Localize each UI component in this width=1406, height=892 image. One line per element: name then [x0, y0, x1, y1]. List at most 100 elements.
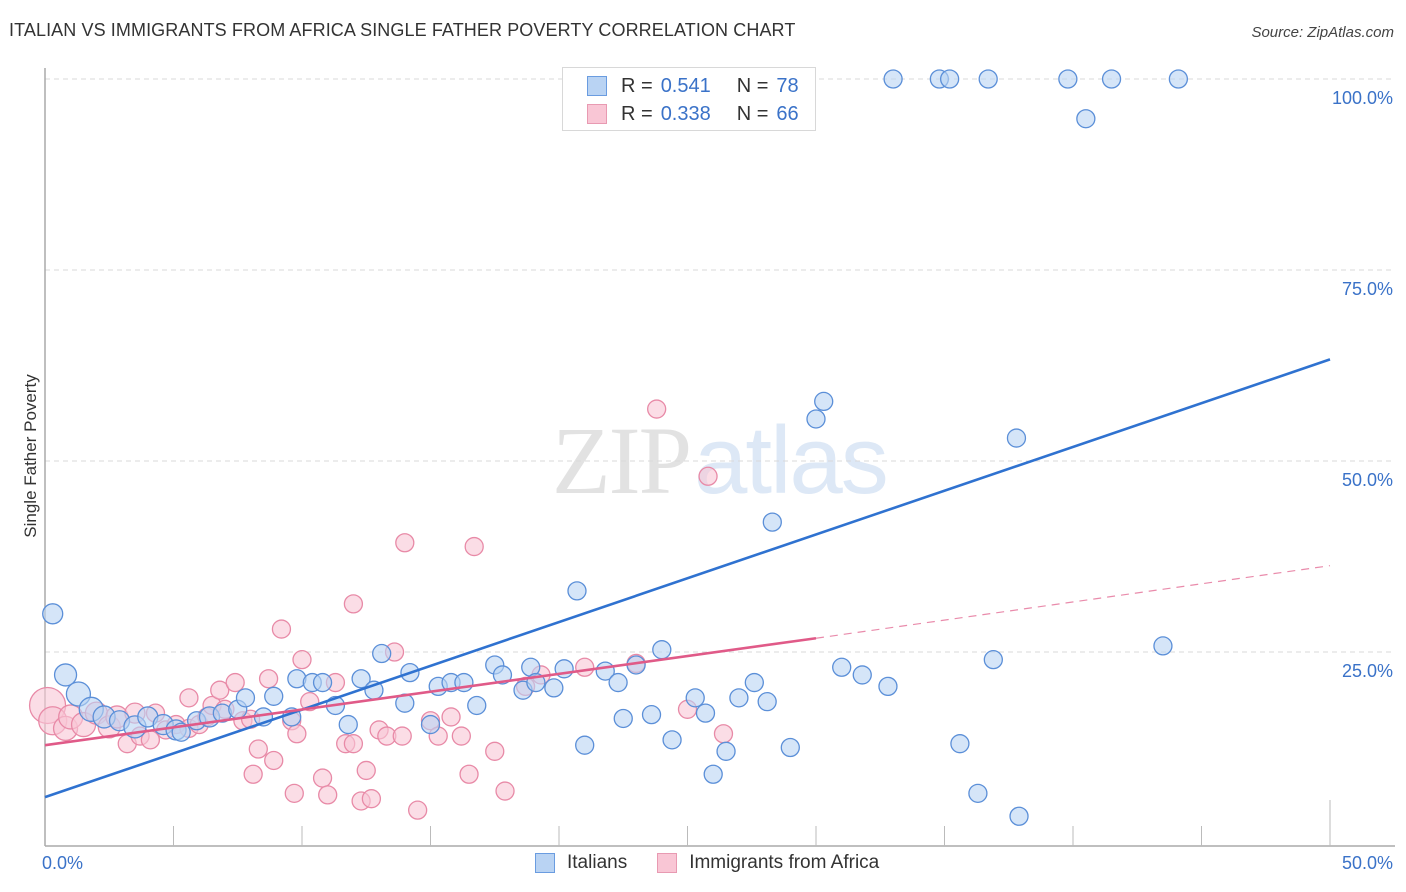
italians-point	[53, 663, 78, 687]
italians-point	[939, 69, 960, 89]
italians-point	[978, 69, 998, 89]
r-value: 0.338	[660, 102, 711, 125]
africa-point	[343, 734, 364, 754]
italians-point	[832, 657, 852, 677]
italians-swatch	[587, 76, 607, 96]
africa-point	[264, 750, 284, 771]
italians-point	[762, 512, 782, 532]
italians-point	[575, 735, 595, 755]
africa-point	[284, 783, 304, 803]
africa-point	[318, 785, 338, 805]
italians-point	[729, 688, 749, 708]
trend-line-africa	[44, 636, 817, 747]
italians-point	[613, 708, 633, 729]
africa-point	[292, 649, 312, 670]
legend-label-africa: Immigrants from Africa	[689, 852, 880, 873]
italians-point	[703, 764, 723, 784]
italians-point	[1006, 428, 1027, 448]
italians-point	[544, 678, 564, 698]
africa-point	[485, 741, 505, 761]
trend-line-italians	[44, 358, 1331, 799]
y-tick-label: 50.0%	[1342, 470, 1393, 490]
italians-point	[662, 730, 682, 750]
italians-point	[492, 665, 513, 685]
series-italians	[42, 69, 1189, 826]
italians-point	[716, 741, 736, 761]
africa-point	[225, 672, 245, 693]
italians-point	[235, 688, 256, 708]
legend-item-italians[interactable]: Italians	[535, 852, 627, 874]
italians-point	[878, 676, 898, 697]
africa-point	[698, 466, 718, 486]
legend-row-italians: R = 0.541 N = 78	[587, 74, 799, 98]
series-immigrants-from-africa	[28, 399, 734, 820]
correlation-legend: R = 0.541 N = 78 R = 0.338 N = 66	[562, 67, 816, 131]
africa-point	[647, 399, 667, 419]
italians-point	[652, 640, 672, 660]
italians-point	[338, 714, 358, 735]
africa-point	[179, 688, 199, 708]
italians-point	[264, 686, 284, 706]
n-value: 78	[776, 74, 799, 97]
italians-point	[567, 581, 587, 601]
italians-point	[1058, 69, 1078, 89]
africa-swatch	[587, 104, 607, 124]
x-tick-label: 0.0%	[42, 853, 83, 873]
tick-labels: 25.0% 50.0% 75.0% 100.0% 0.0% 50.0%	[42, 88, 1393, 873]
italians-point	[883, 69, 903, 89]
africa-point	[248, 739, 268, 759]
africa-swatch	[657, 853, 678, 873]
africa-point	[356, 760, 376, 781]
italians-point	[641, 704, 662, 725]
trend-lines	[44, 358, 1331, 799]
africa-point	[258, 669, 279, 689]
r-label: R =	[621, 102, 653, 125]
africa-point	[243, 764, 263, 784]
n-value: 66	[776, 102, 799, 125]
africa-point	[361, 789, 382, 809]
italians-point	[806, 409, 826, 429]
y-tick-label: 100.0%	[1332, 88, 1393, 108]
africa-point	[441, 707, 461, 727]
italians-point	[968, 783, 988, 803]
italians-point	[744, 672, 764, 693]
n-label: N =	[736, 74, 769, 97]
italians-point	[467, 695, 487, 716]
italians-point	[420, 714, 441, 735]
italians-swatch	[535, 853, 555, 873]
italians-point	[372, 643, 392, 664]
legend-row-africa: R = 0.338 N = 66	[587, 102, 799, 126]
italians-point	[1168, 69, 1189, 89]
italians-point	[814, 391, 834, 412]
trend-line-africa-extended	[815, 565, 1331, 639]
italians-point	[685, 688, 705, 708]
africa-point	[495, 781, 515, 801]
italians-point	[608, 672, 628, 693]
africa-point	[271, 619, 292, 639]
africa-point	[459, 764, 479, 784]
africa-point	[210, 680, 230, 700]
africa-point	[407, 800, 428, 820]
n-label: N =	[736, 102, 769, 125]
italians-point	[1153, 636, 1173, 656]
africa-point	[713, 724, 734, 744]
italians-point	[695, 703, 716, 723]
x-tick-label: 50.0%	[1342, 853, 1393, 873]
series-legend: Italians Immigrants from Africa	[535, 852, 909, 874]
italians-point	[757, 692, 777, 712]
legend-item-africa[interactable]: Immigrants from Africa	[657, 852, 879, 874]
africa-point	[287, 724, 307, 744]
africa-point	[312, 768, 333, 788]
italians-point	[42, 603, 64, 625]
italians-point	[950, 734, 970, 754]
r-value: 0.541	[660, 74, 711, 97]
y-tick-label: 25.0%	[1342, 661, 1393, 681]
africa-point	[392, 726, 412, 746]
italians-point	[852, 665, 872, 685]
africa-point	[451, 726, 471, 746]
italians-point	[1101, 69, 1122, 89]
italians-point	[351, 669, 371, 689]
italians-point	[983, 649, 1003, 670]
italians-point	[312, 672, 333, 693]
